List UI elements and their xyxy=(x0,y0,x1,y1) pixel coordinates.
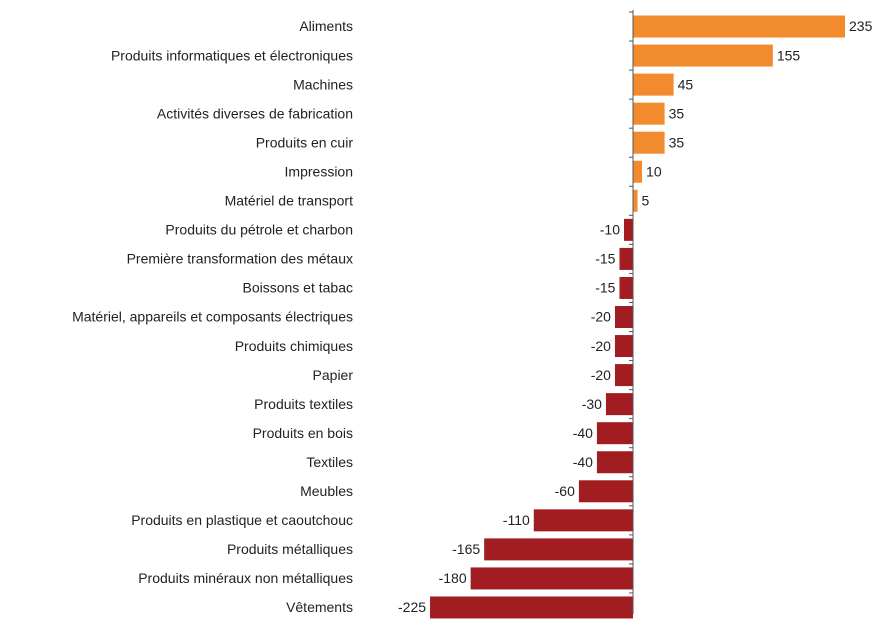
value-label: -15 xyxy=(595,280,615,296)
category-label: Produits informatiques et électroniques xyxy=(111,47,353,63)
category-label: Produits chimiques xyxy=(235,338,353,354)
category-label: Machines xyxy=(293,76,353,92)
category-label: Produits en plastique et caoutchouc xyxy=(131,512,353,528)
value-label: -20 xyxy=(591,338,611,354)
value-label: -15 xyxy=(595,251,615,267)
category-label: Vêtements xyxy=(286,599,353,615)
bar xyxy=(633,73,674,96)
bar xyxy=(633,160,643,183)
value-label: -10 xyxy=(600,222,620,238)
bar xyxy=(633,189,638,212)
category-label: Produits textiles xyxy=(254,396,353,412)
bar xyxy=(633,131,665,154)
category-label: Textiles xyxy=(306,454,353,470)
value-label: -60 xyxy=(555,483,575,499)
value-label: -20 xyxy=(591,309,611,325)
value-label: 35 xyxy=(669,105,685,121)
value-label: 235 xyxy=(849,18,873,34)
value-label: -40 xyxy=(573,454,593,470)
value-label: 5 xyxy=(642,193,650,209)
bar xyxy=(614,364,634,387)
bar xyxy=(596,451,634,474)
bar xyxy=(533,509,634,532)
value-label: -20 xyxy=(591,367,611,383)
bar xyxy=(430,596,634,619)
bar xyxy=(633,15,845,38)
category-label: Produits métalliques xyxy=(227,541,353,557)
category-label: Première transformation des métaux xyxy=(127,251,353,267)
category-label: Produits en cuir xyxy=(256,134,354,150)
category-label: Impression xyxy=(285,163,353,179)
category-label: Activités diverses de fabrication xyxy=(157,105,353,121)
bar xyxy=(614,306,634,328)
bar xyxy=(619,247,634,270)
bar xyxy=(614,335,634,358)
category-label: Produits du pétrole et charbon xyxy=(165,222,353,238)
category-label: Papier xyxy=(313,367,354,383)
bar xyxy=(470,567,634,590)
bar xyxy=(633,44,773,67)
category-label: Produits minéraux non métalliques xyxy=(138,570,353,586)
bar xyxy=(578,480,634,503)
value-label: -180 xyxy=(439,570,467,586)
value-label: -30 xyxy=(582,396,602,412)
value-label: 10 xyxy=(646,163,662,179)
category-label: Produits en bois xyxy=(253,425,353,441)
category-label: Matériel de transport xyxy=(225,193,354,209)
value-label: -165 xyxy=(452,541,480,557)
category-label: Boissons et tabac xyxy=(242,280,353,296)
bar xyxy=(596,422,634,445)
category-label: Matériel, appareils et composants électr… xyxy=(72,309,353,325)
value-label: -110 xyxy=(503,512,530,528)
category-label: Meubles xyxy=(300,483,353,499)
value-label: -40 xyxy=(573,425,593,441)
bar xyxy=(633,102,665,125)
value-label: 155 xyxy=(777,47,801,63)
value-label: 45 xyxy=(678,76,694,92)
value-label: -225 xyxy=(398,599,426,615)
bar xyxy=(605,393,634,416)
category-label: Aliments xyxy=(299,18,353,34)
bar xyxy=(623,218,634,241)
value-label: 35 xyxy=(669,134,685,150)
bar xyxy=(619,276,634,299)
bar xyxy=(484,538,634,561)
